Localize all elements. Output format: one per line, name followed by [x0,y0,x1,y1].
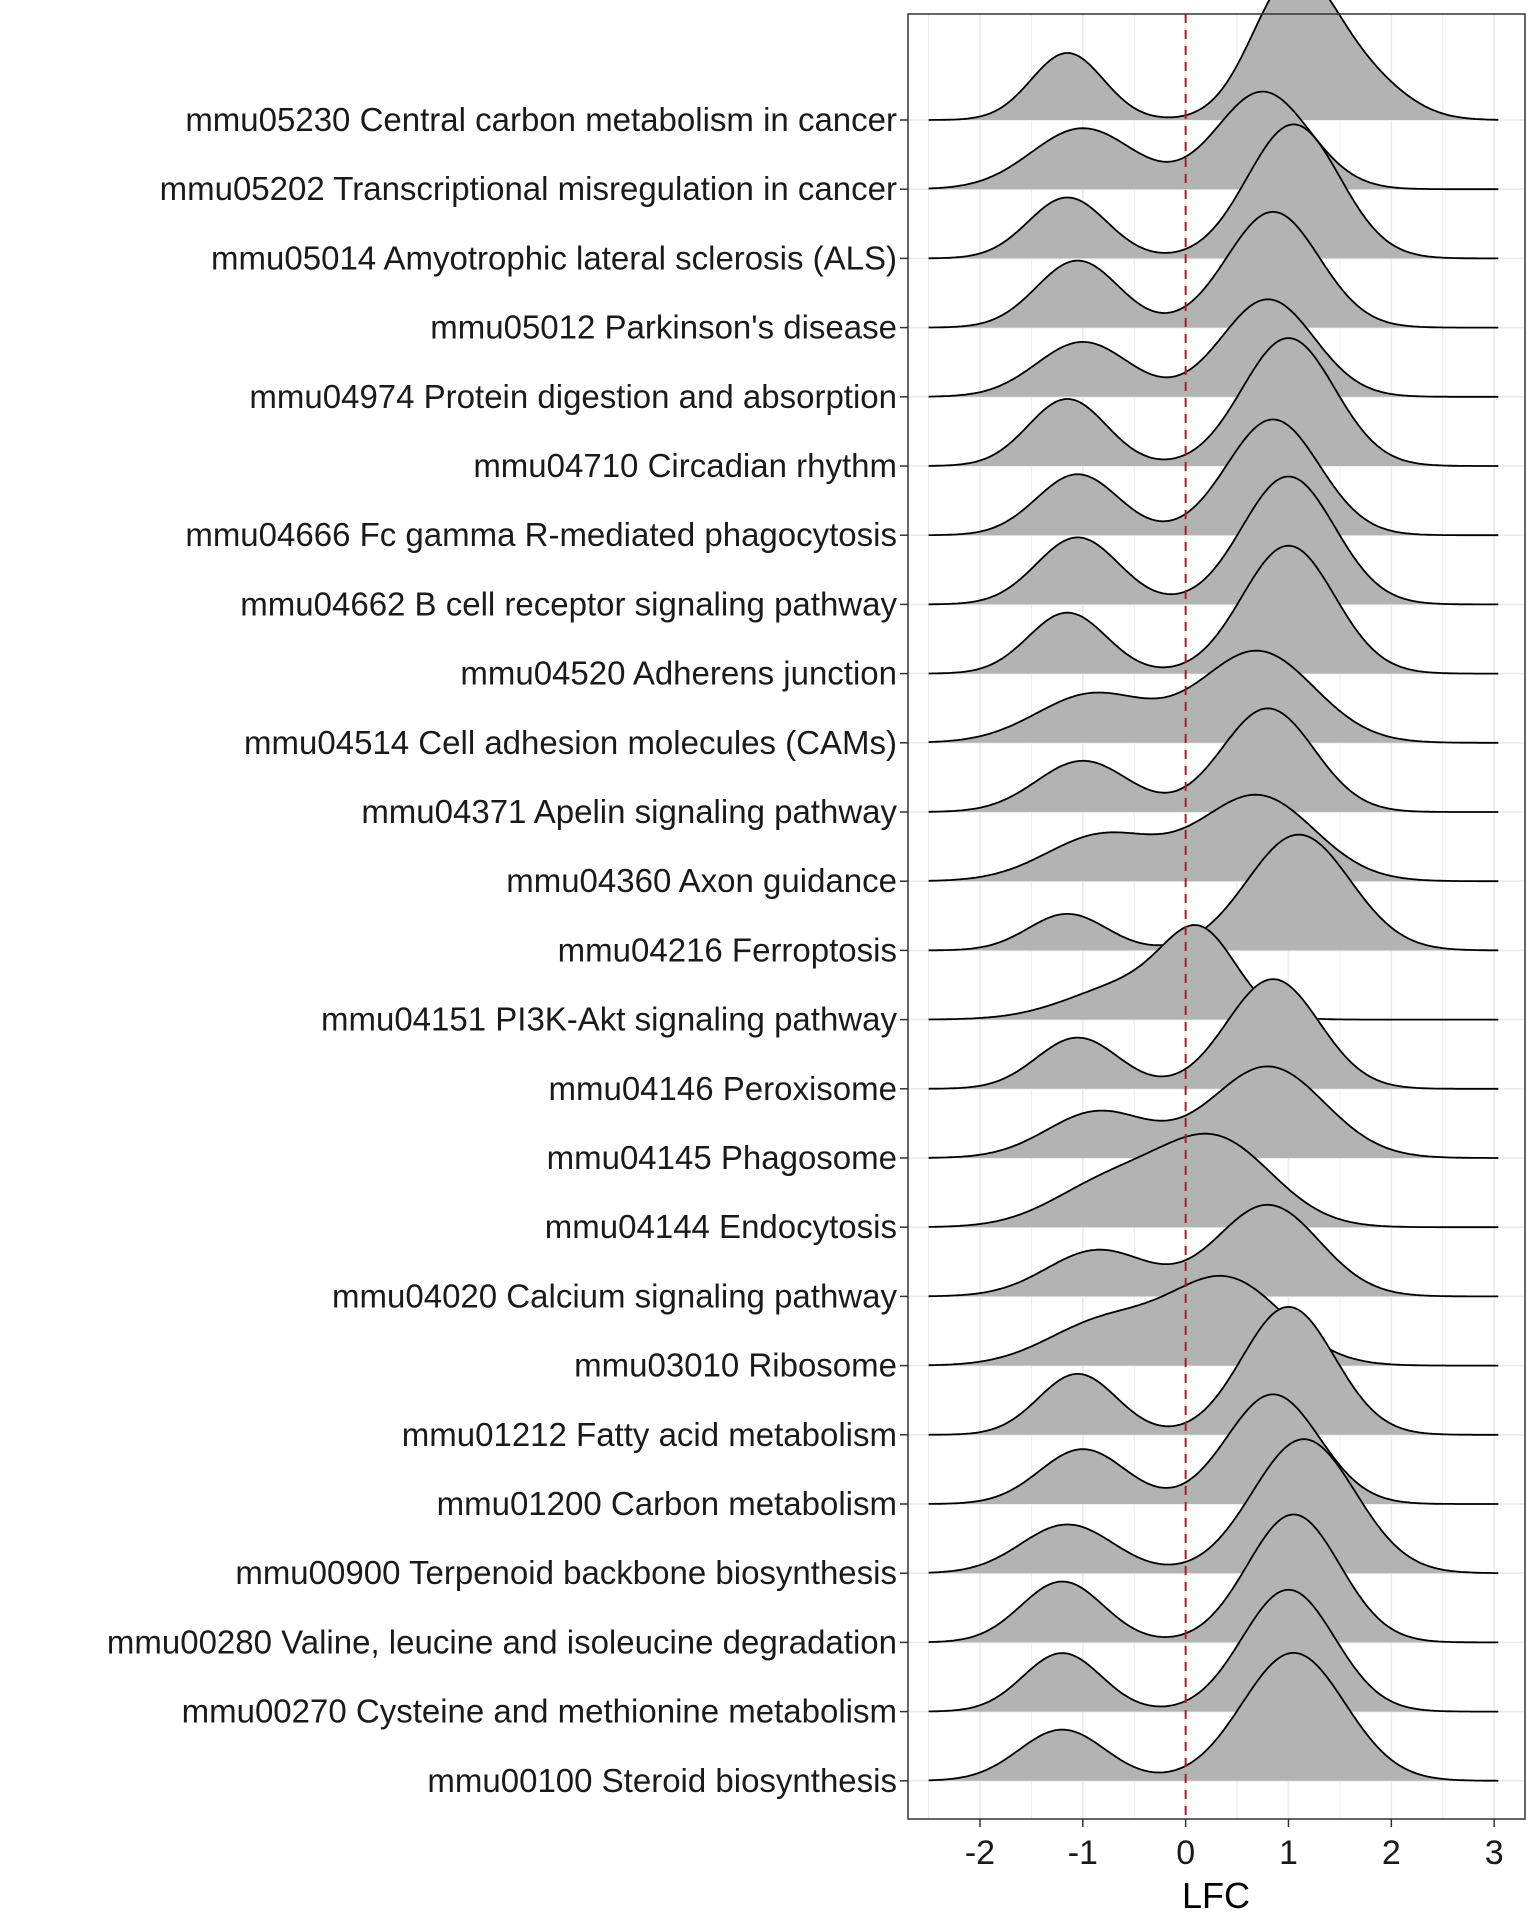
ridge-fill [928,1514,1499,1643]
category-labels: mmu05230 Central carbon metabolism in ca… [107,101,908,1799]
x-axis-ticks: -2 -1 0 1 2 3 [965,1819,1504,1872]
category-label: mmu01200 Carbon metabolism [437,1485,897,1522]
ridge-fill [928,211,1499,328]
ridge-fill [928,91,1499,190]
ridge-outline [928,1132,1499,1229]
panel-border [907,13,1526,1820]
ridge-outline [928,337,1499,467]
category-label: mmu04020 Calcium signaling pathway [332,1277,897,1314]
ridge-fill [928,794,1499,882]
category-label: mmu05230 Central carbon metabolism in ca… [185,101,897,138]
ridge-fill [928,979,1499,1089]
ridge-fill [928,834,1499,951]
x-axis-title: LFC [1182,1875,1250,1916]
ridge-fill [928,1589,1499,1712]
x-tick-label: 3 [1485,1834,1504,1872]
category-label: mmu04666 Fc gamma R-mediated phagocytosi… [185,516,897,553]
x-tick-label: -1 [1068,1834,1098,1872]
ridge-outline [928,978,1499,1090]
ridge-fill [928,1066,1499,1158]
category-label: mmu00280 Valine, leucine and isoleucine … [107,1623,897,1660]
x-tick-label: 2 [1382,1834,1401,1872]
ridge-fill [928,1394,1499,1504]
ridge-outline [928,1065,1499,1159]
category-label: mmu05014 Amyotrophic lateral sclerosis (… [211,239,897,276]
ridge-fill [928,476,1499,605]
ridge-fill [928,1204,1499,1297]
category-label: mmu03010 Ribosome [574,1347,897,1384]
ridge-outline [928,1588,1499,1713]
ridge-outline [928,475,1499,606]
category-label: mmu05202 Transcriptional misregulation i… [160,170,897,207]
ridge-fill [928,1652,1499,1781]
ridge-outline [928,0,1499,121]
category-label: mmu01212 Fatty acid metabolism [402,1416,897,1453]
category-label: mmu04371 Apelin signaling pathway [361,793,897,830]
category-label: mmu00900 Terpenoid backbone biosynthesis [235,1554,897,1591]
ridge-outline [928,793,1499,883]
ridge-outline [928,649,1499,744]
category-label: mmu00100 Steroid biosynthesis [427,1762,897,1799]
x-tick-label: -2 [965,1834,995,1872]
category-label: mmu04974 Protein digestion and absorptio… [249,378,897,415]
ridge-outline [928,1203,1499,1298]
category-label: mmu04145 Phagosome [547,1139,897,1176]
category-label: mmu04520 Adherens junction [460,655,897,692]
ridge-outline [928,298,1499,398]
ridge-outline [928,544,1499,675]
ridge-outline [928,1438,1499,1574]
category-label: mmu00270 Cysteine and methionine metabol… [182,1693,897,1730]
ridge-outline [928,90,1499,191]
category-label: mmu05012 Parkinson's disease [430,309,897,346]
ridge-fill [928,925,1499,1020]
ridge-fill [928,1133,1499,1228]
category-label: mmu04360 Axon guidance [506,862,897,899]
ridge-outline [928,1393,1499,1505]
ridge-fill [928,1306,1499,1435]
ridge-fill [928,0,1499,120]
ridges [928,0,1499,1782]
ridge-outline [928,1652,1499,1782]
ridge-outline [928,924,1499,1021]
category-label: mmu04216 Ferroptosis [558,931,897,968]
ridge-outline [928,707,1499,813]
ridge-fill [928,1439,1499,1574]
ridge-outline [928,1274,1499,1367]
x-tick-label: 1 [1279,1834,1298,1872]
ridge-outline [928,1513,1499,1644]
ridge-fill [928,545,1499,674]
ridge-fill [928,1275,1499,1366]
category-label: mmu04514 Cell adhesion molecules (CAMs) [244,724,897,761]
ridge-outline [928,833,1499,952]
ridge-outline [928,1305,1499,1436]
ridge-fill [928,124,1499,259]
category-label: mmu04144 Endocytosis [545,1208,897,1245]
category-label: mmu04151 PI3K-Akt signaling pathway [321,1001,897,1038]
ridge-outline [928,211,1499,329]
ridge-fill [928,338,1499,466]
category-label: mmu04662 B cell receptor signaling pathw… [240,585,897,622]
ridge-outline [928,418,1499,537]
x-tick-label: 0 [1176,1834,1195,1872]
ridge-fill [928,650,1499,743]
ridge-fill [928,419,1499,536]
category-label: mmu04146 Peroxisome [549,1070,898,1107]
ridge-outline [928,123,1499,260]
category-label: mmu04710 Circadian rhythm [473,447,897,484]
